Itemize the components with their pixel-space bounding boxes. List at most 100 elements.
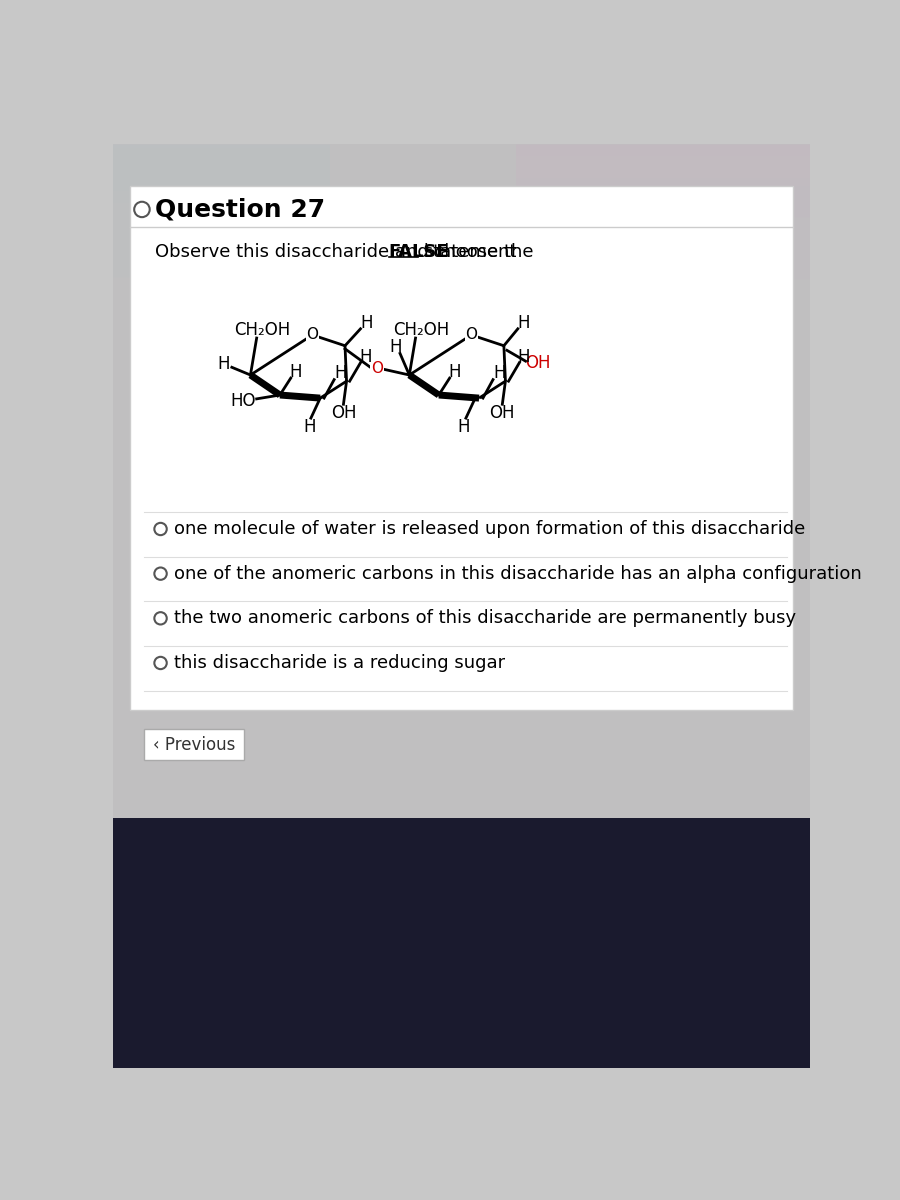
- Bar: [516, 248, 810, 251]
- Bar: [112, 216, 329, 218]
- Bar: [516, 167, 810, 169]
- Bar: [516, 155, 810, 156]
- Bar: [516, 151, 810, 152]
- Bar: [516, 278, 810, 281]
- Bar: [516, 202, 810, 203]
- Bar: [112, 204, 329, 205]
- Bar: [112, 173, 329, 175]
- Bar: [112, 244, 329, 246]
- Bar: [516, 228, 810, 229]
- Bar: [516, 156, 810, 158]
- Bar: [112, 200, 329, 203]
- Bar: [516, 224, 810, 227]
- Bar: [112, 265, 329, 268]
- Bar: [112, 144, 329, 145]
- Bar: [112, 190, 329, 192]
- Bar: [112, 155, 329, 156]
- Bar: [112, 240, 329, 241]
- Bar: [516, 154, 810, 155]
- Bar: [516, 222, 810, 223]
- Bar: [516, 173, 810, 175]
- Bar: [112, 214, 329, 216]
- Bar: [516, 200, 810, 202]
- Bar: [112, 158, 329, 160]
- Bar: [112, 158, 329, 160]
- Bar: [516, 170, 810, 173]
- Bar: [112, 248, 329, 250]
- Bar: [112, 173, 329, 174]
- Bar: [112, 276, 329, 278]
- Bar: [516, 206, 810, 208]
- Bar: [112, 222, 329, 223]
- Bar: [112, 278, 329, 281]
- Bar: [516, 160, 810, 162]
- Text: H: H: [448, 362, 461, 380]
- Bar: [516, 178, 810, 179]
- Bar: [516, 185, 810, 186]
- Bar: [516, 244, 810, 245]
- Text: O: O: [465, 328, 477, 342]
- Bar: [112, 152, 329, 154]
- Bar: [112, 197, 329, 199]
- Bar: [112, 275, 329, 276]
- Bar: [516, 186, 810, 188]
- Bar: [112, 145, 329, 146]
- Bar: [112, 192, 329, 194]
- Bar: [112, 156, 329, 158]
- Bar: [112, 182, 329, 184]
- Circle shape: [155, 523, 166, 535]
- Bar: [516, 210, 810, 211]
- Bar: [516, 179, 810, 180]
- Bar: [516, 265, 810, 266]
- Bar: [112, 199, 329, 200]
- Bar: [516, 221, 810, 222]
- Text: Observe this disaccharide and choose the: Observe this disaccharide and choose the: [155, 242, 539, 260]
- Bar: [516, 178, 810, 180]
- Bar: [112, 224, 329, 226]
- Bar: [112, 262, 329, 263]
- Bar: [112, 232, 329, 233]
- Bar: [516, 222, 810, 224]
- Bar: [516, 277, 810, 278]
- Bar: [112, 244, 329, 245]
- Bar: [112, 264, 329, 265]
- Bar: [516, 198, 810, 199]
- Bar: [516, 278, 810, 280]
- Bar: [516, 268, 810, 270]
- Bar: [112, 181, 329, 182]
- Bar: [112, 205, 329, 206]
- Text: ‹ Previous: ‹ Previous: [153, 736, 235, 754]
- Bar: [112, 235, 329, 238]
- Bar: [112, 154, 329, 156]
- Bar: [112, 217, 329, 218]
- Bar: [112, 263, 329, 265]
- Bar: [112, 230, 329, 232]
- Bar: [112, 208, 329, 210]
- Bar: [112, 181, 329, 184]
- Bar: [516, 282, 810, 283]
- Bar: [112, 180, 329, 181]
- Bar: [112, 263, 329, 264]
- Bar: [516, 190, 810, 191]
- Bar: [516, 164, 810, 166]
- Bar: [112, 167, 329, 168]
- Bar: [516, 191, 810, 192]
- Text: one of the anomeric carbons in this disaccharide has an alpha configuration: one of the anomeric carbons in this disa…: [175, 565, 862, 583]
- Bar: [112, 174, 329, 175]
- Bar: [516, 253, 810, 254]
- Bar: [516, 161, 810, 162]
- Bar: [112, 164, 329, 167]
- Bar: [112, 186, 329, 187]
- Bar: [516, 241, 810, 244]
- Bar: [112, 229, 329, 230]
- Text: FALSE: FALSE: [389, 242, 449, 260]
- Bar: [112, 226, 329, 227]
- Bar: [516, 270, 810, 272]
- Bar: [112, 200, 329, 202]
- Bar: [516, 163, 810, 164]
- Text: one molecule of water is released upon formation of this disaccharide: one molecule of water is released upon f…: [175, 520, 806, 538]
- Text: OH: OH: [330, 404, 356, 422]
- Bar: [516, 181, 810, 182]
- Bar: [112, 281, 329, 282]
- Bar: [112, 196, 329, 197]
